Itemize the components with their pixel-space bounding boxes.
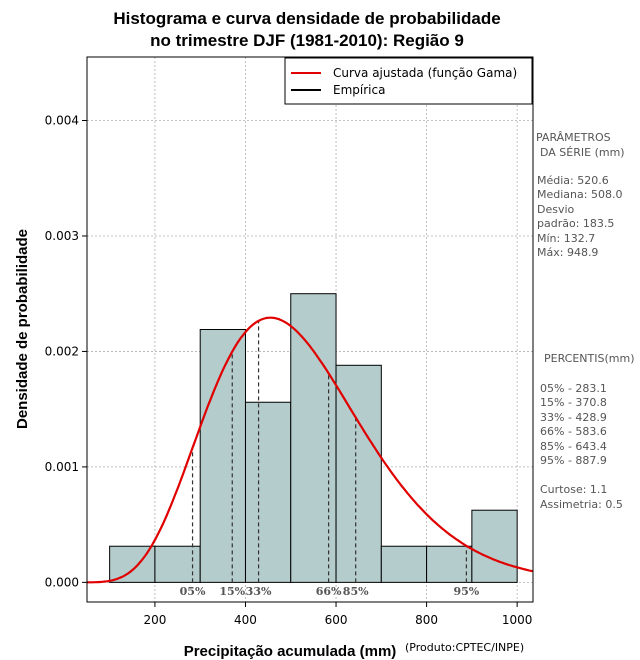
percentis-header: PERCENTIS(mm) <box>544 352 635 365</box>
legend: Curva ajustada (função Gama) Empírica <box>284 57 533 105</box>
chart-title-line-1: Histograma e curva densidade de probabil… <box>113 9 500 28</box>
histogram-bar-2 <box>199 329 246 583</box>
curtose: Curtose: 1.1 <box>540 483 607 496</box>
histogram-bar-8 <box>471 509 518 583</box>
params-header-1: PARÂMETROS <box>536 131 611 144</box>
gamma-curve-layer <box>87 316 533 584</box>
x-axis-title: Precipitação acumulada (mm) <box>184 643 397 660</box>
percentil-85: 85% - 643.4 <box>540 440 607 453</box>
x-tick-label-0: 200 <box>143 613 166 627</box>
percentile-label-33%: 33% <box>246 585 272 598</box>
percentil-66: 66% - 583.6 <box>540 425 607 438</box>
plot-frame <box>86 56 534 603</box>
percentil-15: 15% - 370.8 <box>540 396 607 409</box>
y-tick-label-0: 0.000 <box>45 575 79 589</box>
histogram-bar-6 <box>380 545 428 583</box>
y-tick-label-4: 0.004 <box>45 114 79 128</box>
chart-title-line-2: no trimestre DJF (1981-2010): Região 9 <box>150 31 464 50</box>
param-padrao: padrão: 183.5 <box>537 217 614 230</box>
histogram-bar-3 <box>244 401 292 583</box>
param-desvio: Desvio <box>537 203 575 216</box>
credit-label: (Produto:CPTEC/INPE) <box>405 641 524 654</box>
y-tick-label-1: 0.001 <box>45 460 79 474</box>
histogram-bar-1 <box>154 545 201 583</box>
percentile-label-85%: 85% <box>343 585 369 598</box>
histogram-bar-4 <box>290 293 337 583</box>
x-axis: 200 400 600 800 1000 <box>143 602 532 627</box>
percentile-label-15%: 15% <box>219 585 245 598</box>
param-mediana: Mediana: 508.0 <box>537 188 622 201</box>
side-panel: PARÂMETROS DA SÉRIE (mm) Média: 520.6 Me… <box>536 131 635 511</box>
y-tick-label-2: 0.002 <box>45 344 79 358</box>
param-max: Máx: 948.9 <box>537 246 598 259</box>
percentil-33: 33% - 428.9 <box>540 411 607 424</box>
y-tick-label-3: 0.003 <box>45 229 79 243</box>
legend-box <box>284 57 533 105</box>
param-media: Média: 520.6 <box>537 174 609 187</box>
histogram-bar-7 <box>426 545 473 583</box>
percentile-label-05%: 05% <box>180 585 206 598</box>
percentile-label-66%: 66% <box>316 585 342 598</box>
percentile-lines <box>191 320 467 583</box>
percentil-95: 95% - 887.9 <box>540 454 607 467</box>
x-tick-label-1: 400 <box>234 613 257 627</box>
legend-empirical-label: Empírica <box>333 83 385 97</box>
param-min: Mín: 132.7 <box>537 232 595 245</box>
percentile-labels: 05% 15% 33% 66% 85% 95% <box>180 585 480 598</box>
y-axis: 0.000 0.001 0.002 0.003 0.004 <box>45 114 87 589</box>
x-tick-label-3: 800 <box>415 613 438 627</box>
percentile-label-95%: 95% <box>454 585 480 598</box>
histogram-bar-5 <box>335 364 382 583</box>
assimetria: Assimetria: 0.5 <box>540 498 623 511</box>
x-tick-label-4: 1000 <box>502 613 533 627</box>
x-tick-label-2: 600 <box>325 613 348 627</box>
params-header-2: DA SÉRIE (mm) <box>540 146 625 159</box>
legend-fit-label: Curva ajustada (função Gama) <box>333 66 517 80</box>
percentil-05: 05% - 283.1 <box>540 382 607 395</box>
y-axis-title: Densidade de probabilidade <box>14 229 31 429</box>
gamma-fit-curve <box>87 316 533 584</box>
